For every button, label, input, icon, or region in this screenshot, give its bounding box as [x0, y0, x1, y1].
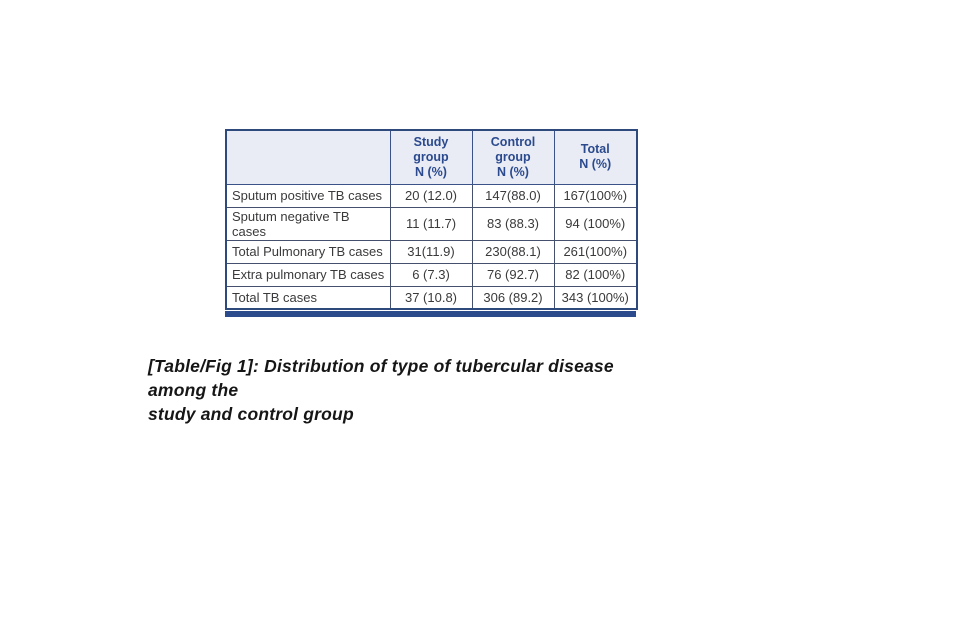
table-row: Sputum negative TB cases 11 (11.7) 83 (8…: [225, 206, 638, 241]
total-value: 343 (100%): [553, 285, 638, 310]
header-cell-study-group: Study group N (%): [389, 129, 473, 185]
row-label: Sputum negative TB cases: [225, 206, 391, 241]
table-header-row: Study group N (%) Control group N (%) To…: [225, 129, 638, 185]
table-row: Total Pulmonary TB cases 31(11.9) 230(88…: [225, 239, 638, 264]
control-group-value: 147(88.0): [471, 183, 555, 208]
table-row: Total TB cases 37 (10.8) 306 (89.2) 343 …: [225, 285, 638, 310]
table-row: Sputum positive TB cases 20 (12.0) 147(8…: [225, 183, 638, 208]
study-group-value: 11 (11.7): [389, 206, 473, 241]
study-group-value: 6 (7.3): [389, 262, 473, 287]
tb-distribution-table: Study group N (%) Control group N (%) To…: [225, 129, 638, 310]
table-bottom-accent-bar: [225, 311, 636, 317]
total-value: 167(100%): [553, 183, 638, 208]
header-cell-total: Total N (%): [553, 129, 638, 185]
total-value: 82 (100%): [553, 262, 638, 287]
total-value: 94 (100%): [553, 206, 638, 241]
total-value: 261(100%): [553, 239, 638, 264]
study-group-value: 31(11.9): [389, 239, 473, 264]
table-row: Extra pulmonary TB cases 6 (7.3) 76 (92.…: [225, 262, 638, 287]
study-group-value: 37 (10.8): [389, 285, 473, 310]
row-label: Extra pulmonary TB cases: [225, 262, 391, 287]
header-cell-empty: [225, 129, 391, 185]
figure-table-container: Study group N (%) Control group N (%) To…: [225, 129, 638, 317]
control-group-value: 76 (92.7): [471, 262, 555, 287]
row-label: Sputum positive TB cases: [225, 183, 391, 208]
control-group-value: 306 (89.2): [471, 285, 555, 310]
study-group-value: 20 (12.0): [389, 183, 473, 208]
row-label: Total Pulmonary TB cases: [225, 239, 391, 264]
header-cell-control-group: Control group N (%): [471, 129, 555, 185]
control-group-value: 83 (88.3): [471, 206, 555, 241]
figure-caption: [Table/Fig 1]: Distribution of type of t…: [148, 356, 614, 424]
control-group-value: 230(88.1): [471, 239, 555, 264]
row-label: Total TB cases: [225, 285, 391, 310]
